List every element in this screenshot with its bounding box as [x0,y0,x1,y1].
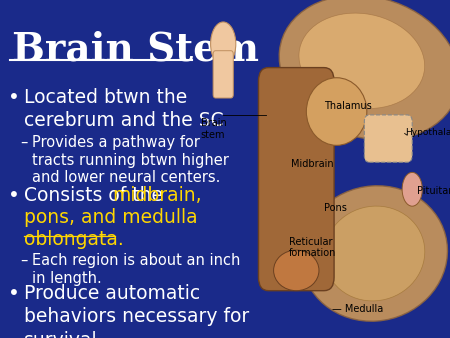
Text: Midbrain: Midbrain [291,159,334,169]
FancyBboxPatch shape [258,68,334,291]
Ellipse shape [274,250,319,291]
Text: –: – [20,135,27,150]
Ellipse shape [279,0,450,140]
Ellipse shape [299,13,425,108]
Text: –: – [20,253,27,268]
Text: — Medulla: — Medulla [332,304,383,314]
Ellipse shape [306,78,367,145]
Text: Located btwn the
cerebrum and the SC: Located btwn the cerebrum and the SC [24,88,223,130]
Text: midbrain,: midbrain, [112,186,202,205]
Text: Reticular
formation: Reticular formation [289,237,336,258]
Ellipse shape [211,22,236,66]
Text: •: • [8,186,20,205]
Text: •: • [8,284,20,303]
Text: Hypothalamus: Hypothalamus [405,128,450,138]
Ellipse shape [324,206,425,301]
Text: Provides a pathway for
tracts running btwn higher
and lower neural centers.: Provides a pathway for tracts running bt… [32,135,229,185]
Text: Consists of the: Consists of the [24,186,169,205]
FancyBboxPatch shape [364,115,412,162]
FancyBboxPatch shape [213,51,233,98]
Text: Thalamus: Thalamus [324,101,372,112]
Text: Produce automatic
behaviors necessary for
survival.: Produce automatic behaviors necessary fo… [24,284,249,338]
Ellipse shape [302,186,447,321]
Text: •: • [8,88,20,107]
Text: pons, and medulla: pons, and medulla [24,208,198,227]
Text: oblongata.: oblongata. [24,230,123,249]
Text: Pituitary: Pituitary [417,186,450,196]
Text: Brain
stem: Brain stem [201,118,226,140]
Ellipse shape [402,172,422,206]
Text: Each region is about an inch
in length.: Each region is about an inch in length. [32,253,240,286]
Text: Brain Stem: Brain Stem [12,30,259,68]
Text: Pons: Pons [324,203,347,213]
